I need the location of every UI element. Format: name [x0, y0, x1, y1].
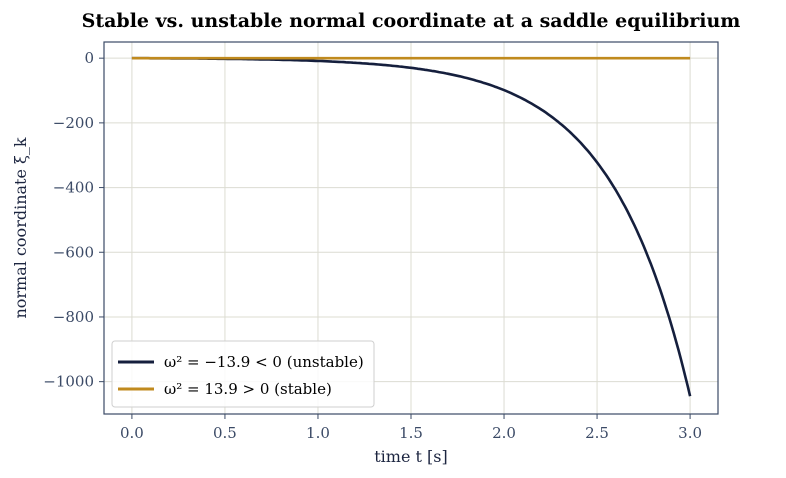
- x-tick-label: 3.0: [678, 424, 702, 442]
- y-tick-label: −400: [53, 179, 94, 197]
- x-tick-label: 2.0: [492, 424, 516, 442]
- x-axis-ticks: 0.0 0.5 1.0 1.5 2.0 2.5 3.0: [120, 414, 702, 442]
- x-tick-label: 2.5: [585, 424, 609, 442]
- y-tick-label: −1000: [43, 373, 94, 391]
- x-tick-label: 0.5: [213, 424, 237, 442]
- y-tick-label: −800: [53, 308, 94, 326]
- y-tick-label: −200: [53, 114, 94, 132]
- x-tick-label: 1.0: [306, 424, 330, 442]
- y-axis-label: normal coordinate ξ_k: [11, 137, 30, 318]
- x-tick-label: 1.5: [399, 424, 423, 442]
- legend: ω² = −13.9 < 0 (unstable) ω² = 13.9 > 0 …: [111, 340, 375, 408]
- y-tick-label: −600: [53, 243, 94, 261]
- plot-lines: [131, 56, 692, 397]
- legend-label-stable: ω² = 13.9 > 0 (stable): [164, 380, 332, 398]
- y-axis-ticks: 0 −200 −400 −600 −800 −1000: [43, 49, 104, 391]
- legend-label-unstable: ω² = −13.9 < 0 (unstable): [164, 353, 364, 371]
- x-axis-label: time t [s]: [374, 447, 447, 466]
- legend-box: [111, 340, 375, 408]
- chart-title: Stable vs. unstable normal coordinate at…: [82, 10, 741, 32]
- y-tick-label: 0: [84, 49, 94, 67]
- x-tick-label: 0.0: [120, 424, 144, 442]
